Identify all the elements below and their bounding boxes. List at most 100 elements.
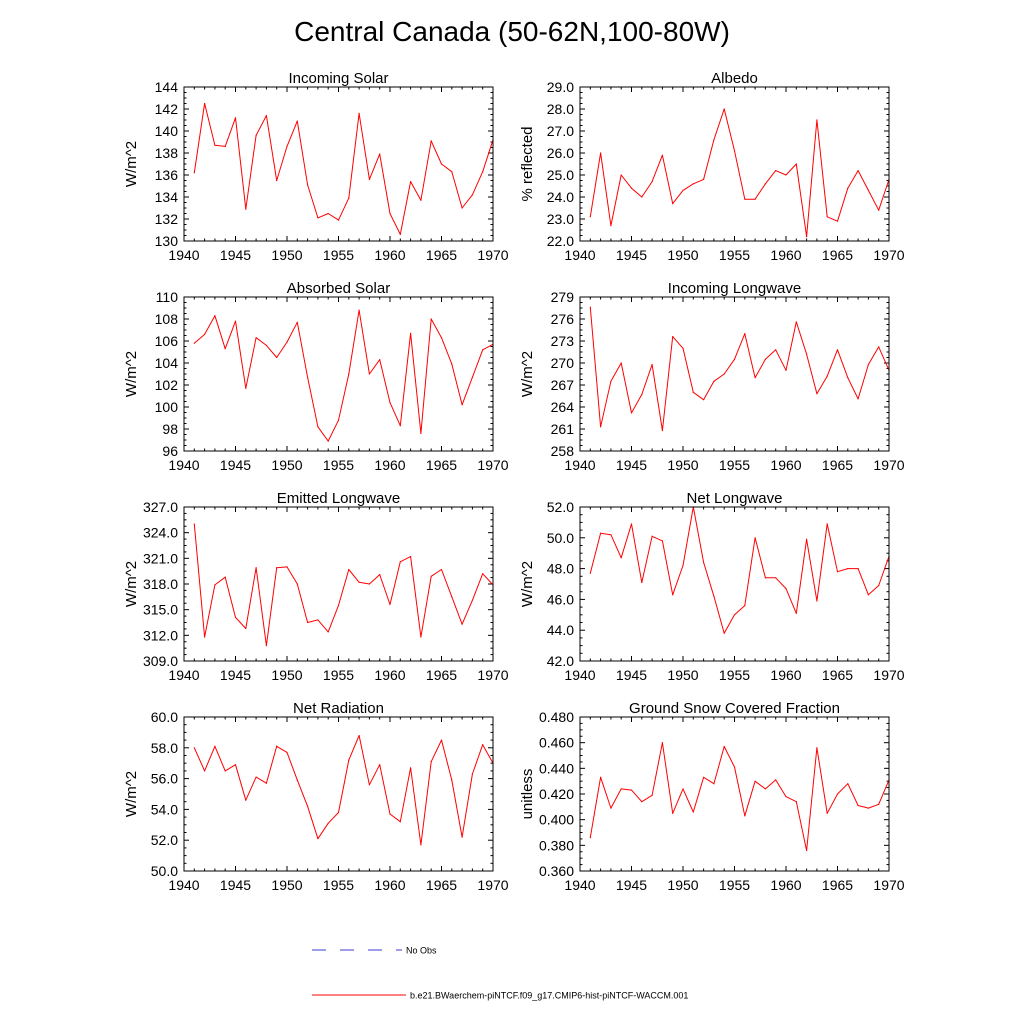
y-tick-label: 58.0 [151,740,178,756]
data-point [806,849,808,852]
x-tick-label: 1960 [770,247,801,263]
data-point [600,532,602,534]
data-point [461,623,463,625]
data-point [630,523,633,525]
data-point [379,153,381,155]
data-point [836,220,839,222]
x-tick-label: 1945 [220,457,251,473]
legend-obs-label: No Obs [406,946,437,956]
x-tick-label: 1950 [271,457,302,473]
data-point [348,197,350,199]
data-point [682,564,684,567]
data-point [589,837,591,839]
x-tick-label: 1945 [616,667,647,683]
data-point [317,838,319,840]
x-axis-ticks: 1940 1945 1950 1955 1960 1965 1970 [168,507,509,683]
data-point [399,821,401,823]
data-point [368,178,370,180]
y-tick-label: 108 [155,311,179,327]
data-point [775,349,777,351]
data-point [245,799,247,801]
data-point [399,425,401,427]
x-tick-label: 1955 [323,667,354,683]
y-tick-label: 0.480 [539,709,574,725]
data-point [795,321,797,323]
x-tick-label: 1950 [271,667,302,683]
data-point [348,759,350,761]
data-point [234,117,237,119]
data-point [847,568,849,570]
x-tick-label: 1960 [770,877,801,893]
y-tick-label: 312.0 [143,627,178,643]
data-point [630,789,633,791]
data-point [641,196,643,198]
data-point [379,573,381,576]
y-tick-label: 130 [155,233,179,249]
y-tick-label: 270 [551,355,575,371]
y-tick-label: 22.0 [547,233,574,249]
data-point [276,179,278,182]
data-point [744,333,746,335]
x-tick-label: 1955 [323,877,354,893]
data-point [193,342,195,344]
data-point [234,320,237,322]
y-tick-label: 27.0 [547,123,574,139]
data-point [600,152,602,154]
y-axis-label: W/m^2 [123,561,140,607]
series-line [589,307,890,431]
y-tick-label: 276 [551,311,575,327]
y-tick-label: 23.0 [547,211,574,227]
data-point [420,432,422,434]
plot-frame [183,86,494,242]
data-point [461,207,463,209]
data-point [610,225,612,227]
data-point [744,198,746,200]
panel-title: Net Longwave [687,490,783,507]
x-tick-label: 1940 [564,667,595,683]
data-point [826,523,828,525]
y-tick-label: 132 [155,211,179,227]
legend-model-label: b.e21.BWaerchem-piNTCF.f09_g17.CMIP6-his… [410,991,688,1001]
y-tick-label: 24.0 [547,189,574,205]
x-axis-ticks: 1940 1945 1950 1955 1960 1965 1970 [564,297,905,473]
x-tick-label: 1965 [822,247,853,263]
data-point [713,380,715,382]
plot-frame [579,296,890,452]
x-tick-label: 1955 [719,877,750,893]
x-tick-label: 1960 [374,247,405,263]
panel-net-radiation: Net Radiation W/m^2 1940 1945 1950 1955 1960 19… [123,700,509,893]
data-point [430,575,432,577]
y-tick-label: 138 [155,145,179,161]
y-axis-label: W/m^2 [519,561,536,607]
data-point [878,346,880,348]
data-point [672,594,674,596]
y-axis-label: W/m^2 [123,141,140,187]
data-point [641,393,643,396]
x-tick-label: 1940 [564,247,595,263]
y-tick-label: 98 [162,421,178,437]
data-points [193,734,494,846]
data-point [286,566,288,568]
y-tick-label: 258 [551,443,575,459]
data-point [440,337,443,339]
plot-frame [183,296,494,452]
data-point [836,349,839,351]
data-point [775,170,777,172]
data-point [723,108,725,110]
data-point [692,183,694,185]
data-point [471,599,473,601]
data-point [482,744,484,746]
data-point [836,793,839,795]
y-tick-label: 142 [155,101,179,117]
y-axis-ticks: 258 261 264 267 270 273 276 279 [551,289,889,459]
data-point [620,788,622,790]
x-tick-label: 1955 [719,667,750,683]
y-tick-label: 29.0 [547,79,574,95]
data-point [589,216,591,218]
data-point [661,154,664,156]
x-tick-label: 1950 [667,247,698,263]
data-point [867,189,870,191]
data-point [754,198,756,200]
data-point [723,632,725,634]
data-points [193,102,494,235]
